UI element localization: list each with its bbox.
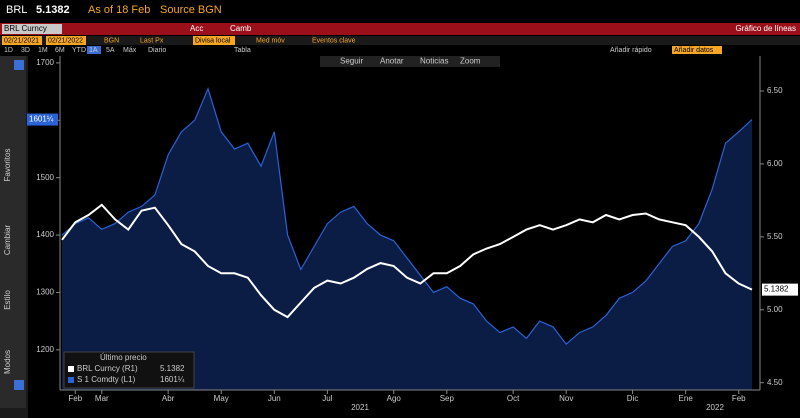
y-tick-label: 1400: [36, 230, 54, 239]
sidebar-label: Cambiar: [3, 225, 12, 256]
legend-title: Último precio: [100, 353, 147, 362]
legend-swatch: [68, 377, 74, 383]
table[interactable]: Tabla: [234, 47, 251, 54]
last-value-box: [762, 283, 798, 296]
source: Source BGN: [160, 4, 222, 16]
year-label: 2022: [706, 403, 724, 412]
y-tick-label: 1200: [36, 345, 54, 354]
y2-tick-label: 5.00: [767, 305, 783, 314]
add-data: Añadir datos: [674, 47, 714, 54]
option[interactable]: Eventos clave: [312, 37, 356, 44]
period-button[interactable]: 5A: [106, 47, 115, 54]
x-tick-label: Nov: [559, 394, 573, 403]
mode-tool[interactable]: [14, 380, 24, 390]
sidebar-label: Estilo: [3, 290, 12, 310]
settings-bar: [0, 36, 800, 45]
period-button[interactable]: 6M: [55, 47, 65, 54]
legend-swatch: [68, 366, 74, 372]
x-tick-label: Dic: [627, 394, 639, 403]
button[interactable]: Camb: [230, 24, 252, 33]
period-button[interactable]: 1M: [38, 47, 48, 54]
period-button[interactable]: 1A: [89, 47, 98, 54]
x-tick-label: Mar: [95, 394, 109, 403]
x-tick-label: Oct: [507, 394, 520, 403]
currency: Divisa local: [195, 37, 231, 44]
button[interactable]: Acc: [190, 24, 203, 33]
legend: [63, 351, 195, 389]
sidebar-label: Favoritos: [3, 149, 12, 182]
period-highlight: [87, 46, 101, 54]
last-value-label: 1601¼: [29, 115, 54, 124]
command-bar: [0, 23, 800, 35]
frequency[interactable]: Diario: [148, 47, 166, 54]
period-button[interactable]: Máx: [123, 47, 137, 54]
y2-tick-label: 4.50: [767, 378, 783, 387]
start-field[interactable]: [2, 36, 42, 45]
ticker: BRL: [6, 4, 27, 16]
series-line: [61, 203, 753, 319]
last-value-label: 5.1382: [764, 285, 789, 294]
field[interactable]: Last Px: [140, 37, 164, 44]
y2-tick-label: 6.50: [767, 86, 783, 95]
last-value-box: [27, 113, 58, 126]
source-field[interactable]: BGN: [104, 37, 119, 44]
legend-label: BRL Curncy (R1): [77, 364, 138, 373]
x-tick-label: Ago: [387, 394, 402, 403]
period-button[interactable]: 3D: [21, 47, 30, 54]
legend-value: 5.1382: [160, 364, 185, 373]
price: 5.1382: [36, 4, 70, 16]
end-field[interactable]: [46, 36, 86, 45]
start-date: 02/21/2021: [4, 37, 39, 44]
as-of: As of 18 Feb: [88, 4, 150, 16]
series-area: [62, 88, 752, 390]
legend-value: 1601¼: [160, 375, 185, 384]
toolbar-bg: [320, 56, 500, 67]
year-label: 2021: [351, 403, 369, 412]
tool-strip: [0, 56, 26, 408]
x-tick-label: Ene: [679, 394, 694, 403]
chart-name: Gráfico de líneas: [736, 24, 796, 33]
y-tick-label: 1700: [36, 58, 54, 67]
currency-field[interactable]: [193, 36, 235, 45]
toolbar-button[interactable]: Seguir: [340, 57, 363, 66]
cursor-tool[interactable]: [14, 60, 24, 70]
y-tick-label: 1300: [36, 288, 54, 297]
x-tick-label: Jul: [322, 394, 332, 403]
y2-tick-label: 6.00: [767, 159, 783, 168]
quick-add[interactable]: Añadir rápido: [610, 47, 652, 54]
sidebar-label: Modos: [3, 350, 12, 374]
toolbar-button[interactable]: Zoom: [460, 57, 481, 66]
x-tick-label: Feb: [68, 394, 82, 403]
x-tick-label: Feb: [732, 394, 746, 403]
y-tick-label: 1500: [36, 173, 54, 182]
security: BRL Curncy: [4, 24, 47, 33]
toolbar-button[interactable]: Anotar: [380, 57, 404, 66]
add-data-field[interactable]: [672, 46, 722, 54]
x-tick-label: Sep: [440, 394, 455, 403]
option[interactable]: Med móv: [256, 37, 285, 44]
end-date: 02/21/2022: [48, 37, 83, 44]
y2-tick-label: 5.50: [767, 232, 783, 241]
series-line: [61, 86, 753, 345]
period-button[interactable]: 1D: [4, 47, 13, 54]
x-tick-label: May: [214, 394, 229, 403]
x-tick-label: Abr: [162, 394, 175, 403]
legend-label: S 1 Comdty (L1): [77, 375, 136, 384]
security-field[interactable]: [2, 24, 62, 34]
period-button[interactable]: YTD: [72, 47, 86, 54]
toolbar-button[interactable]: Noticias: [420, 57, 448, 66]
x-tick-label: Jun: [268, 394, 281, 403]
